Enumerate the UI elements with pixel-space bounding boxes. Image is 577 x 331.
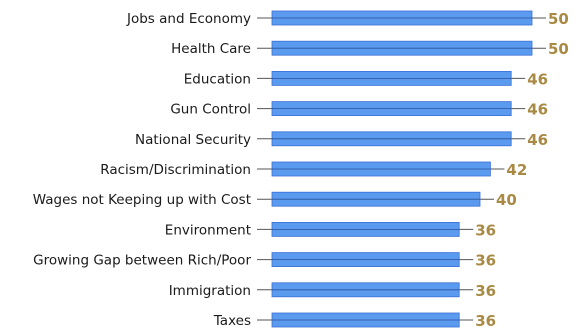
category-label: Education xyxy=(184,71,251,87)
category-label: Racism/Discrimination xyxy=(100,162,251,178)
category-label: Health Care xyxy=(171,41,251,57)
value-label: 46 xyxy=(527,101,548,119)
value-label: 50 xyxy=(548,10,569,28)
value-label: 50 xyxy=(548,40,569,58)
bar-series xyxy=(271,10,533,328)
category-label: Immigration xyxy=(169,283,251,299)
category-label: Environment xyxy=(165,222,251,238)
value-label: 40 xyxy=(496,191,517,209)
value-label: 36 xyxy=(475,282,496,300)
category-label: Wages not Keeping up with Cost xyxy=(33,192,251,208)
category-label: Gun Control xyxy=(170,102,251,118)
value-label: 46 xyxy=(527,131,548,149)
value-label: 36 xyxy=(475,312,496,330)
value-label: 36 xyxy=(475,221,496,239)
value-label: 42 xyxy=(506,161,527,179)
category-label: National Security xyxy=(135,132,251,148)
category-label: Taxes xyxy=(213,313,251,329)
category-labels: Jobs and Economy Health Care Education Gun … xyxy=(33,11,252,329)
value-label: 36 xyxy=(475,252,496,270)
category-label: Growing Gap between Rich/Poor xyxy=(33,253,251,269)
category-label: Jobs and Economy xyxy=(126,11,251,27)
value-label: 46 xyxy=(527,70,548,88)
